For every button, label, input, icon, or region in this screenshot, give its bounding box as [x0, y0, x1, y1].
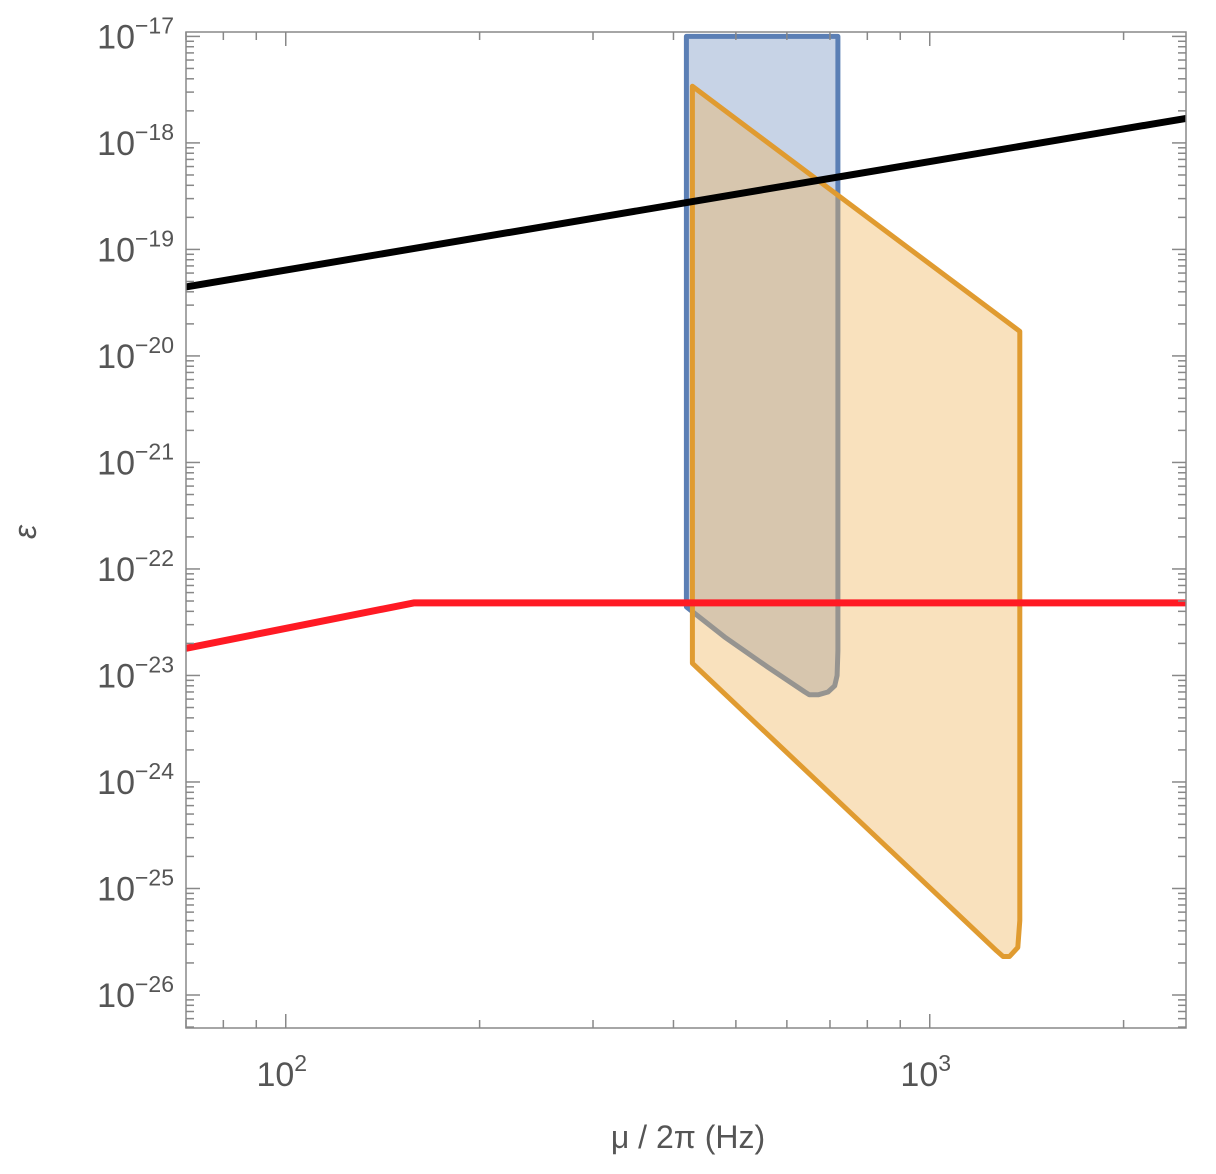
x-tick-label: 102 [256, 1050, 307, 1094]
line-3 [186, 114, 1186, 291]
tick-base: 10 [97, 125, 135, 163]
series-lines [186, 114, 1186, 652]
tick-base: 10 [256, 1056, 294, 1094]
tick-exponent: −21 [135, 438, 174, 464]
region-2 [689, 83, 1023, 959]
tick-exponent: −24 [135, 758, 174, 784]
shaded-regions [683, 33, 1023, 959]
y-tick-label: 10−25 [97, 864, 174, 908]
y-tick-label: 10−19 [97, 225, 174, 269]
tick-exponent: −17 [135, 12, 174, 38]
y-tick-label: 10−17 [97, 12, 174, 56]
y-tick-label: 10−24 [97, 758, 174, 802]
y-tick-label: 10−20 [97, 332, 174, 376]
tick-exponent: −18 [135, 119, 174, 145]
tick-exponent: −22 [135, 545, 174, 571]
tick-base: 10 [97, 657, 135, 695]
tick-exponent: −23 [135, 651, 174, 677]
tick-labels: 10−1710−1810−1910−2010−2110−2210−2310−24… [97, 12, 951, 1094]
tick-exponent: −19 [135, 225, 174, 251]
x-tick-label: 103 [900, 1050, 951, 1094]
y-tick-label: 10−21 [97, 438, 174, 482]
tick-base: 10 [97, 444, 135, 482]
axis-ticks [185, 32, 1186, 1028]
tick-base: 10 [97, 18, 135, 56]
y-tick-label: 10−23 [97, 651, 174, 695]
tick-base: 10 [97, 977, 135, 1015]
tick-base: 10 [97, 870, 135, 908]
plot-frame [185, 31, 1187, 1029]
frame-rect [185, 31, 1187, 1029]
tick-base: 10 [900, 1056, 938, 1094]
tick-base: 10 [97, 551, 135, 589]
y-tick-label: 10−22 [97, 545, 174, 589]
tick-base: 10 [97, 231, 135, 269]
tick-exponent: −26 [135, 971, 174, 997]
tick-exponent: −25 [135, 864, 174, 890]
x-axis-label: μ / 2π (Hz) [611, 1119, 765, 1155]
tick-exponent: 2 [294, 1050, 307, 1076]
region-1 [683, 33, 841, 698]
tick-base: 10 [97, 338, 135, 376]
tick-exponent: 3 [938, 1050, 951, 1076]
line-4 [186, 599, 1186, 652]
y-tick-label: 10−26 [97, 971, 174, 1015]
y-axis-label: ε [7, 524, 43, 539]
y-tick-label: 10−18 [97, 119, 174, 163]
tick-base: 10 [97, 764, 135, 802]
tick-exponent: −20 [135, 332, 174, 358]
